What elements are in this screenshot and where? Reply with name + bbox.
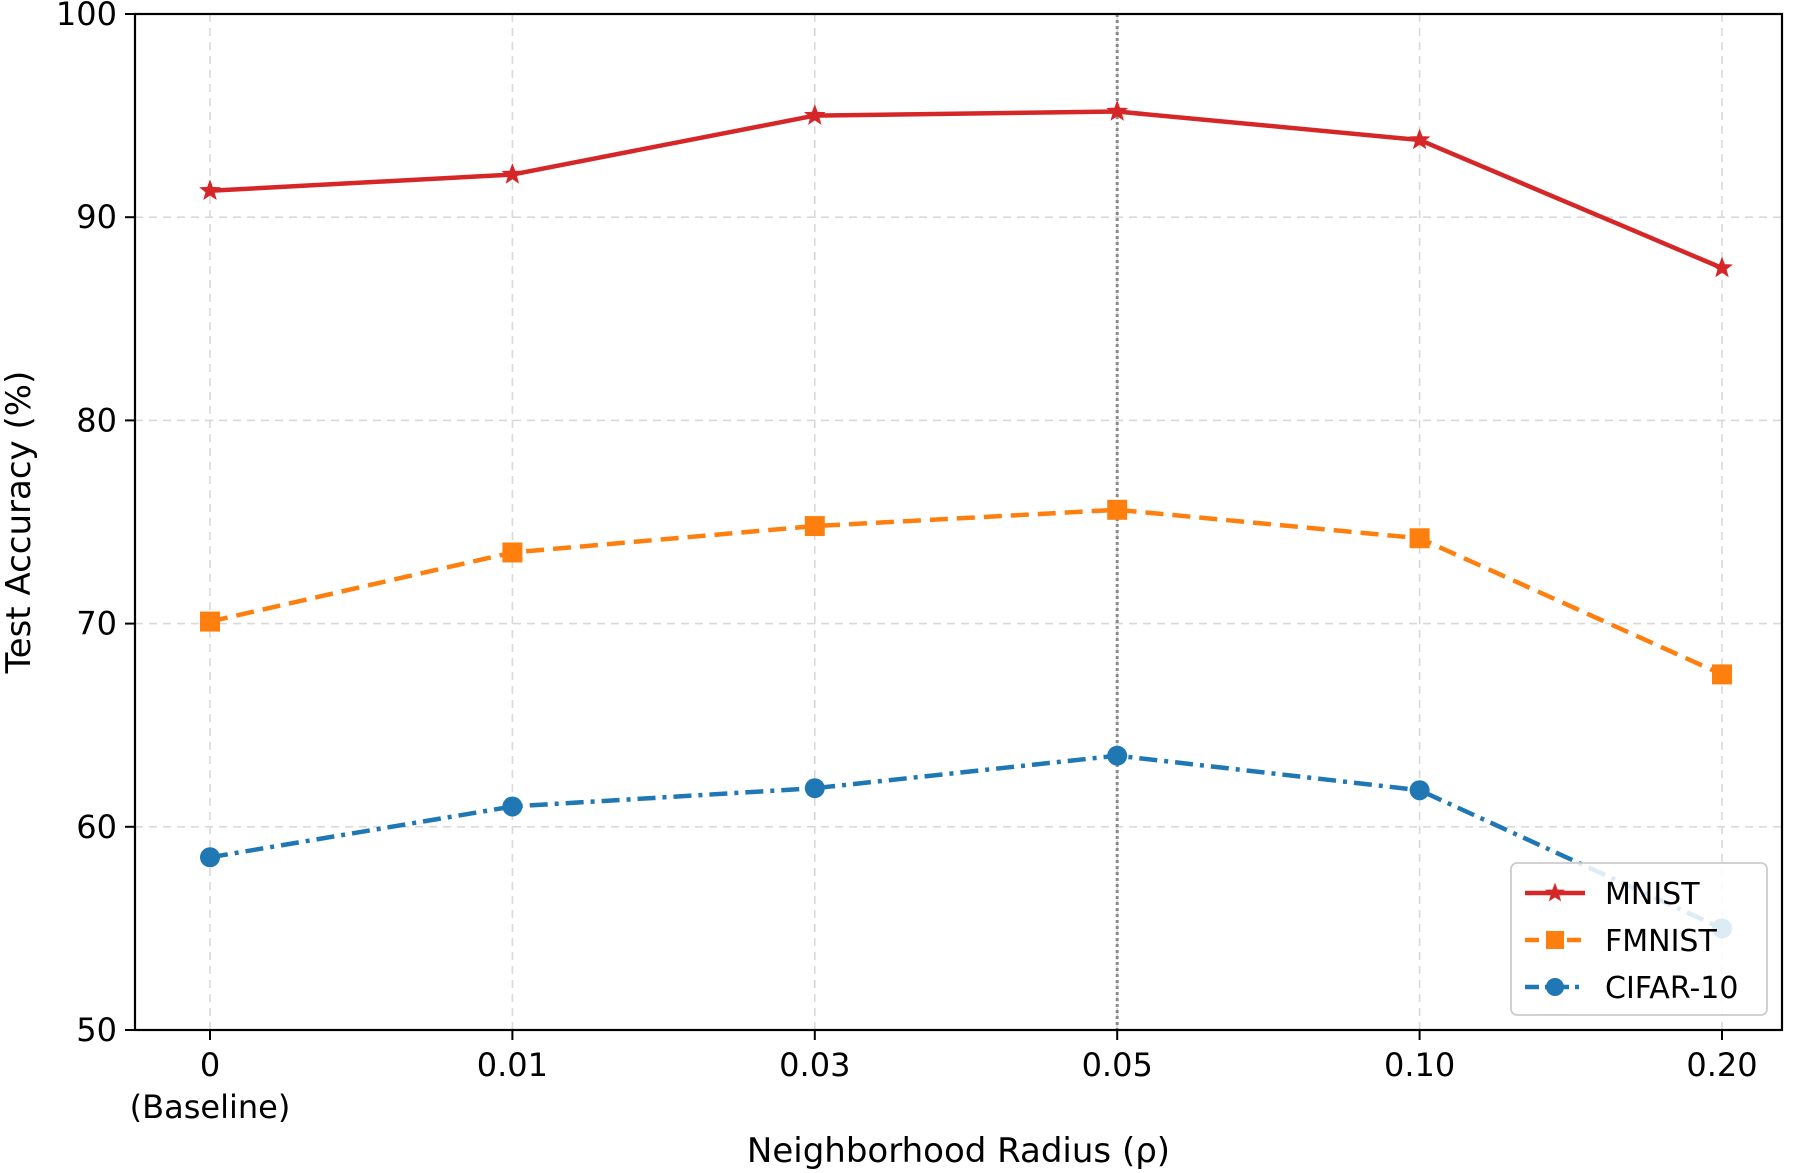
- data-point: [1107, 745, 1128, 766]
- x-tick-label: 0.03: [779, 1046, 850, 1084]
- y-tick-label: 60: [76, 808, 117, 846]
- y-tick-label: 80: [76, 401, 117, 439]
- data-point: [1711, 256, 1733, 278]
- y-tick-label: 90: [76, 198, 117, 236]
- legend-marker: [1545, 882, 1565, 902]
- legend-marker: [1546, 931, 1564, 949]
- series-cifar-10: [200, 745, 1732, 939]
- data-point: [502, 796, 523, 817]
- series-lines: [199, 100, 1733, 939]
- data-point: [200, 611, 220, 632]
- legend-item: CIFAR-10: [1525, 971, 1738, 1006]
- x-tick-label: 0.20: [1686, 1046, 1757, 1084]
- data-point: [1712, 664, 1732, 685]
- y-tick-label: 50: [76, 1011, 117, 1049]
- legend-label: CIFAR-10: [1605, 971, 1738, 1006]
- legend-label: FMNIST: [1605, 924, 1717, 959]
- legend-box: [1510, 862, 1768, 1016]
- data-point: [200, 847, 220, 868]
- legend-label: MNIST: [1605, 877, 1700, 912]
- y-tick-label: 70: [76, 605, 117, 643]
- x-tick-label: 0 (Baseline): [130, 1046, 291, 1126]
- legend-marker: [1546, 978, 1564, 996]
- x-tick-label: 0.05: [1082, 1046, 1153, 1084]
- plot-area-frame: [133, 12, 1784, 1032]
- data-point: [804, 516, 825, 537]
- series-line: [209, 109, 1723, 271]
- axis-ticks: 50 60 70 80 90 100 0 (Baseline) 0.01 0.03 0.05 0.10…: [56, 0, 1758, 1126]
- series-mnist: [199, 100, 1733, 278]
- data-point: [501, 163, 524, 184]
- x-tick-label: 0.10: [1384, 1046, 1455, 1084]
- y-tick-label: 100: [56, 0, 117, 33]
- series-line: [209, 507, 1723, 677]
- y-axis-label: Test Accuracy (%): [0, 371, 39, 675]
- data-point: [199, 179, 221, 201]
- legend-item: FMNIST: [1525, 924, 1717, 959]
- data-point: [803, 104, 826, 125]
- series-fmnist: [200, 499, 1732, 685]
- legend-item: MNIST: [1525, 877, 1700, 912]
- data-point: [502, 542, 523, 563]
- data-point: [1106, 100, 1129, 121]
- data-point: [1409, 780, 1430, 801]
- legend: MNIST FMNIST CIFAR-10: [1510, 862, 1768, 1016]
- data-point: [804, 778, 825, 799]
- data-point: [1408, 128, 1431, 150]
- data-point: [1409, 528, 1430, 549]
- series-line: [209, 753, 1723, 931]
- x-axis-label: Neighborhood Radius (ρ): [747, 1131, 1170, 1171]
- data-point: [1107, 499, 1128, 520]
- x-tick-label: 0.01: [477, 1046, 548, 1084]
